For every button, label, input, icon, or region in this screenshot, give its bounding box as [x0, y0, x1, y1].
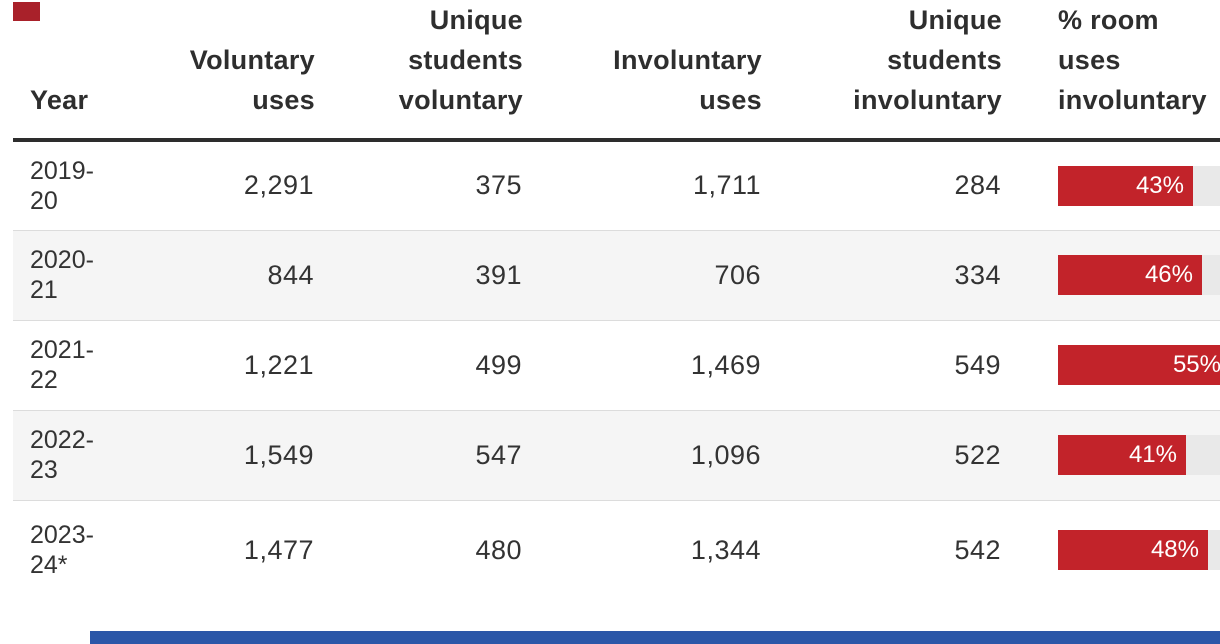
year-cell: 2021-22 [30, 336, 94, 394]
unique-students-involuntary-cell: 284 [954, 170, 1001, 201]
pct-bar-cell: 55% [1002, 320, 1220, 410]
unique-students-voluntary-cell: 391 [475, 259, 522, 290]
pct-bar-cell: 41% [1002, 410, 1220, 500]
voluntary-uses-cell: 1,221 [243, 349, 314, 380]
header-row: Year Voluntary uses Unique students volu… [13, 0, 1220, 142]
unique-students-involuntary-cell: 334 [954, 259, 1001, 290]
involuntary-uses-cell: 1,469 [690, 349, 761, 380]
involuntary-bar: 41% [1058, 435, 1186, 475]
unique-students-voluntary-cell: 375 [475, 170, 522, 201]
involuntary-bar-track: 43% [1058, 165, 1220, 206]
year-cell: 2020-21 [30, 246, 94, 304]
table-row: 2023-24* 1,477 480 1,344 542 48% [13, 500, 1220, 600]
voluntary-uses-cell: 1,549 [243, 439, 314, 470]
involuntary-bar-value-label: 41% [1128, 441, 1177, 468]
voluntary-uses-cell: 2,291 [243, 170, 314, 201]
pct-bar-cell: 46% [1002, 230, 1220, 320]
year-cell: 2019-20 [30, 156, 94, 215]
unique-students-voluntary-cell: 480 [475, 534, 522, 565]
table-row: 2019-20 2,291 375 1,711 284 43% [13, 140, 1220, 230]
involuntary-bar-track: 48% [1058, 530, 1220, 571]
involuntary-bar-value-label: 43% [1135, 171, 1184, 199]
voluntary-uses-cell: 1,477 [243, 534, 314, 565]
pct-bar-cell: 48% [1002, 500, 1220, 600]
involuntary-bar-value-label: 46% [1144, 261, 1193, 288]
unique-students-involuntary-cell: 549 [954, 349, 1001, 380]
unique-students-voluntary-cell: 499 [475, 349, 522, 380]
column-header-year: Year [13, 0, 150, 142]
involuntary-bar: 46% [1058, 255, 1202, 295]
involuntary-bar-value-label: 48% [1150, 536, 1199, 564]
table-row: 2022-23 1,549 547 1,096 522 41% [13, 410, 1220, 500]
involuntary-bar: 43% [1058, 165, 1193, 206]
year-cell: 2023-24* [30, 521, 94, 580]
table-row: 2021-22 1,221 499 1,469 549 55% [13, 320, 1220, 410]
involuntary-uses-cell: 1,344 [690, 534, 761, 565]
table-row: 2020-21 844 391 706 334 46% [13, 230, 1220, 320]
involuntary-bar-track: 55% [1058, 345, 1220, 385]
voluntary-uses-cell: 844 [267, 259, 314, 290]
column-header-voluntary-uses: Voluntary uses [150, 0, 315, 142]
involuntary-bar: 55% [1058, 345, 1220, 385]
column-header-pct-room-uses-involuntary: % room uses involuntary [1002, 0, 1220, 142]
involuntary-uses-cell: 1,711 [692, 170, 761, 201]
year-cell: 2022-23 [30, 426, 94, 484]
involuntary-bar-track: 46% [1058, 255, 1220, 295]
unique-students-voluntary-cell: 547 [475, 439, 522, 470]
involuntary-bar-track: 41% [1058, 435, 1220, 475]
unique-students-involuntary-cell: 522 [954, 439, 1001, 470]
bottom-blue-bar [90, 631, 1220, 644]
column-header-unique-students-voluntary: Unique students voluntary [315, 0, 523, 142]
column-header-unique-students-involuntary: Unique students involuntary [762, 0, 1002, 142]
involuntary-bar-value-label: 55% [1172, 351, 1220, 378]
column-header-involuntary-uses: Involuntary uses [523, 0, 762, 142]
pct-bar-cell: 43% [1002, 140, 1220, 230]
room-use-table: Year Voluntary uses Unique students volu… [13, 0, 1220, 600]
involuntary-bar: 48% [1058, 530, 1208, 571]
involuntary-uses-cell: 1,096 [690, 439, 761, 470]
unique-students-involuntary-cell: 542 [954, 534, 1001, 565]
involuntary-uses-cell: 706 [714, 259, 761, 290]
